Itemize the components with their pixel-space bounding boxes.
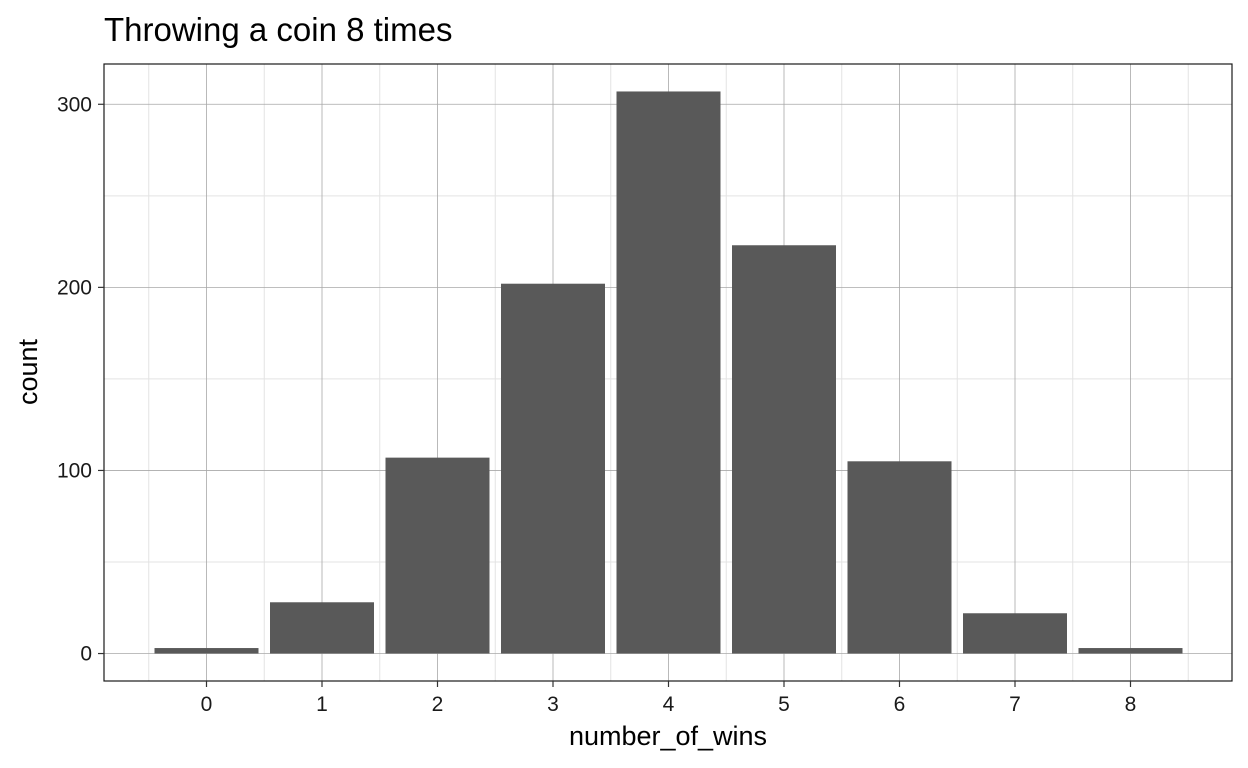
x-tick-label: 3 xyxy=(547,693,559,716)
bar xyxy=(1078,648,1183,654)
y-axis-title: count xyxy=(13,338,43,405)
x-axis-title: number_of_wins xyxy=(569,721,767,751)
bar xyxy=(385,457,490,654)
bar xyxy=(732,245,836,654)
chart-title: Throwing a coin 8 times xyxy=(104,11,452,48)
x-tick-label: 4 xyxy=(663,693,675,716)
y-tick-label: 0 xyxy=(80,643,92,666)
x-tick-label: 8 xyxy=(1125,693,1137,716)
y-axis: 0 100 200 300 xyxy=(57,93,104,666)
x-tick-label: 1 xyxy=(316,693,328,716)
x-tick-label: 6 xyxy=(894,693,906,716)
bar xyxy=(963,613,1067,654)
x-axis: 0 1 2 3 4 5 6 7 8 xyxy=(201,681,1137,716)
bar xyxy=(270,602,374,654)
x-tick-label: 5 xyxy=(778,693,790,716)
y-tick-label: 300 xyxy=(57,93,92,116)
y-tick-label: 200 xyxy=(57,276,92,299)
bar xyxy=(154,648,259,654)
plot-panel xyxy=(103,63,1233,682)
x-tick-label: 7 xyxy=(1009,693,1021,716)
x-tick-label: 0 xyxy=(201,693,213,716)
x-tick-label: 2 xyxy=(432,693,444,716)
bar xyxy=(501,283,605,654)
y-tick-label: 100 xyxy=(57,459,92,482)
bar xyxy=(616,91,721,654)
bar xyxy=(847,461,952,654)
bars xyxy=(154,91,1183,654)
